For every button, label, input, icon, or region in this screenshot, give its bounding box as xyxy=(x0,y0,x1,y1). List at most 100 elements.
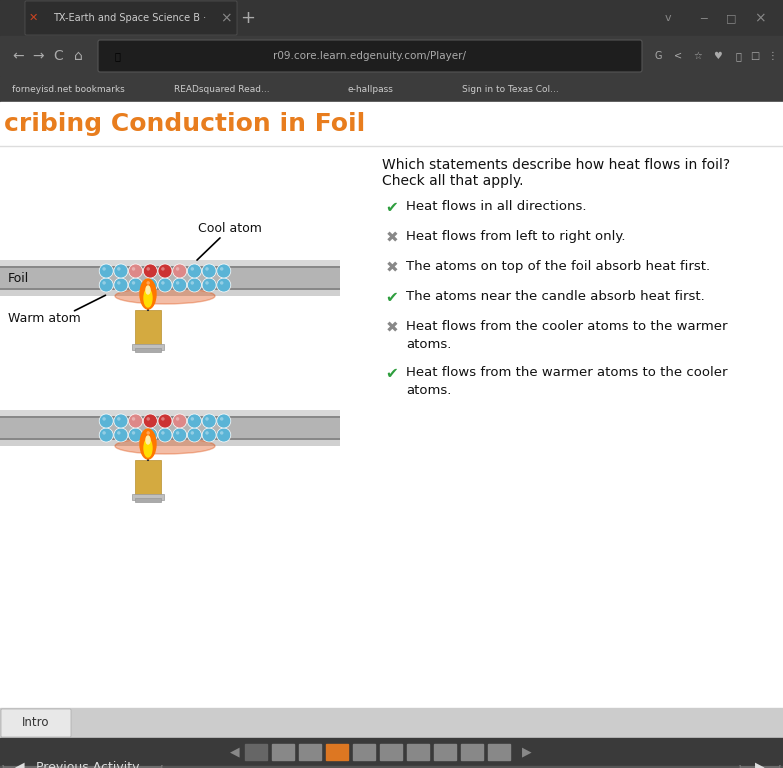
Circle shape xyxy=(143,278,157,292)
Text: Check all that apply.: Check all that apply. xyxy=(382,174,524,188)
Bar xyxy=(434,744,456,760)
Circle shape xyxy=(176,417,179,421)
Text: ─: ─ xyxy=(700,13,707,23)
Text: Intro: Intro xyxy=(22,717,50,730)
Bar xyxy=(0,416,340,418)
Text: □: □ xyxy=(726,13,737,23)
Circle shape xyxy=(205,281,209,285)
Text: Warm atom: Warm atom xyxy=(8,312,81,325)
Circle shape xyxy=(205,431,209,435)
Text: e-hallpass: e-hallpass xyxy=(347,84,393,94)
Bar xyxy=(0,410,340,446)
Text: C: C xyxy=(53,49,63,63)
Circle shape xyxy=(217,264,231,278)
Circle shape xyxy=(146,281,150,285)
Circle shape xyxy=(128,278,143,292)
Text: ✔: ✔ xyxy=(385,200,399,215)
Circle shape xyxy=(161,267,164,270)
Circle shape xyxy=(143,428,157,442)
Bar xyxy=(488,744,510,760)
Circle shape xyxy=(132,417,135,421)
Circle shape xyxy=(114,278,128,292)
Text: □: □ xyxy=(750,51,760,61)
Circle shape xyxy=(158,264,172,278)
Circle shape xyxy=(202,428,216,442)
Circle shape xyxy=(220,417,223,421)
Text: ✔: ✔ xyxy=(385,290,399,305)
Bar xyxy=(407,744,429,760)
Circle shape xyxy=(173,428,186,442)
Bar xyxy=(461,744,483,760)
Bar xyxy=(0,102,783,710)
Text: ×: × xyxy=(220,11,232,25)
Text: Sign in to Texas Col...: Sign in to Texas Col... xyxy=(462,84,558,94)
Bar xyxy=(135,310,161,346)
Circle shape xyxy=(190,281,194,285)
Circle shape xyxy=(187,278,201,292)
Text: Heat flows from the cooler atoms to the warmer
atoms.: Heat flows from the cooler atoms to the … xyxy=(406,320,727,350)
Circle shape xyxy=(173,414,186,428)
Text: G: G xyxy=(655,51,662,61)
Ellipse shape xyxy=(146,436,150,444)
Circle shape xyxy=(217,428,231,442)
Text: +: + xyxy=(240,9,255,27)
Bar xyxy=(0,0,783,36)
Bar xyxy=(0,260,340,266)
Bar xyxy=(0,288,340,290)
Circle shape xyxy=(202,264,216,278)
Text: Previous Activity: Previous Activity xyxy=(36,760,139,768)
Circle shape xyxy=(103,281,106,285)
Circle shape xyxy=(143,264,157,278)
Circle shape xyxy=(99,414,114,428)
Bar xyxy=(326,744,348,760)
Bar xyxy=(135,348,161,352)
Circle shape xyxy=(158,278,172,292)
Circle shape xyxy=(132,431,135,435)
Circle shape xyxy=(114,428,128,442)
Bar xyxy=(132,344,164,350)
Text: ♥: ♥ xyxy=(713,51,723,61)
Circle shape xyxy=(117,281,121,285)
Ellipse shape xyxy=(144,439,152,457)
Circle shape xyxy=(143,414,157,428)
Text: Foil: Foil xyxy=(8,272,29,284)
Circle shape xyxy=(187,414,201,428)
Circle shape xyxy=(217,414,231,428)
Text: Which statements describe how heat flows in foil?: Which statements describe how heat flows… xyxy=(382,158,730,172)
Text: →: → xyxy=(32,49,44,63)
Bar xyxy=(0,76,783,102)
Bar xyxy=(0,738,783,766)
Circle shape xyxy=(132,267,135,270)
Text: The atoms on top of the foil absorb heat first.: The atoms on top of the foil absorb heat… xyxy=(406,260,710,273)
Circle shape xyxy=(173,278,186,292)
Ellipse shape xyxy=(140,279,156,309)
Text: ◀: ◀ xyxy=(15,760,25,768)
Circle shape xyxy=(103,417,106,421)
Ellipse shape xyxy=(115,288,215,304)
Circle shape xyxy=(128,264,143,278)
FancyBboxPatch shape xyxy=(3,765,162,768)
Text: cribing Conduction in Foil: cribing Conduction in Foil xyxy=(4,112,365,136)
Text: READsquared Read...: READsquared Read... xyxy=(174,84,270,94)
Bar xyxy=(245,744,267,760)
Text: ✖: ✖ xyxy=(385,260,399,275)
Text: Heat flows from the warmer atoms to the cooler
atoms.: Heat flows from the warmer atoms to the … xyxy=(406,366,727,396)
Circle shape xyxy=(190,431,194,435)
Bar xyxy=(0,438,340,439)
Circle shape xyxy=(161,431,164,435)
Text: ☆: ☆ xyxy=(694,51,702,61)
Text: ▶: ▶ xyxy=(522,746,532,759)
FancyBboxPatch shape xyxy=(1,709,71,737)
Text: v: v xyxy=(665,13,672,23)
Text: r09.core.learn.edgenuity.com/Player/: r09.core.learn.edgenuity.com/Player/ xyxy=(273,51,467,61)
Bar xyxy=(0,410,340,416)
Circle shape xyxy=(202,414,216,428)
Text: ←: ← xyxy=(13,49,23,63)
Text: forneyisd.net bookmarks: forneyisd.net bookmarks xyxy=(12,84,124,94)
Ellipse shape xyxy=(146,286,150,294)
Text: ⌂: ⌂ xyxy=(74,49,82,63)
Circle shape xyxy=(99,264,114,278)
Bar xyxy=(299,744,321,760)
Circle shape xyxy=(217,278,231,292)
Bar xyxy=(353,744,375,760)
